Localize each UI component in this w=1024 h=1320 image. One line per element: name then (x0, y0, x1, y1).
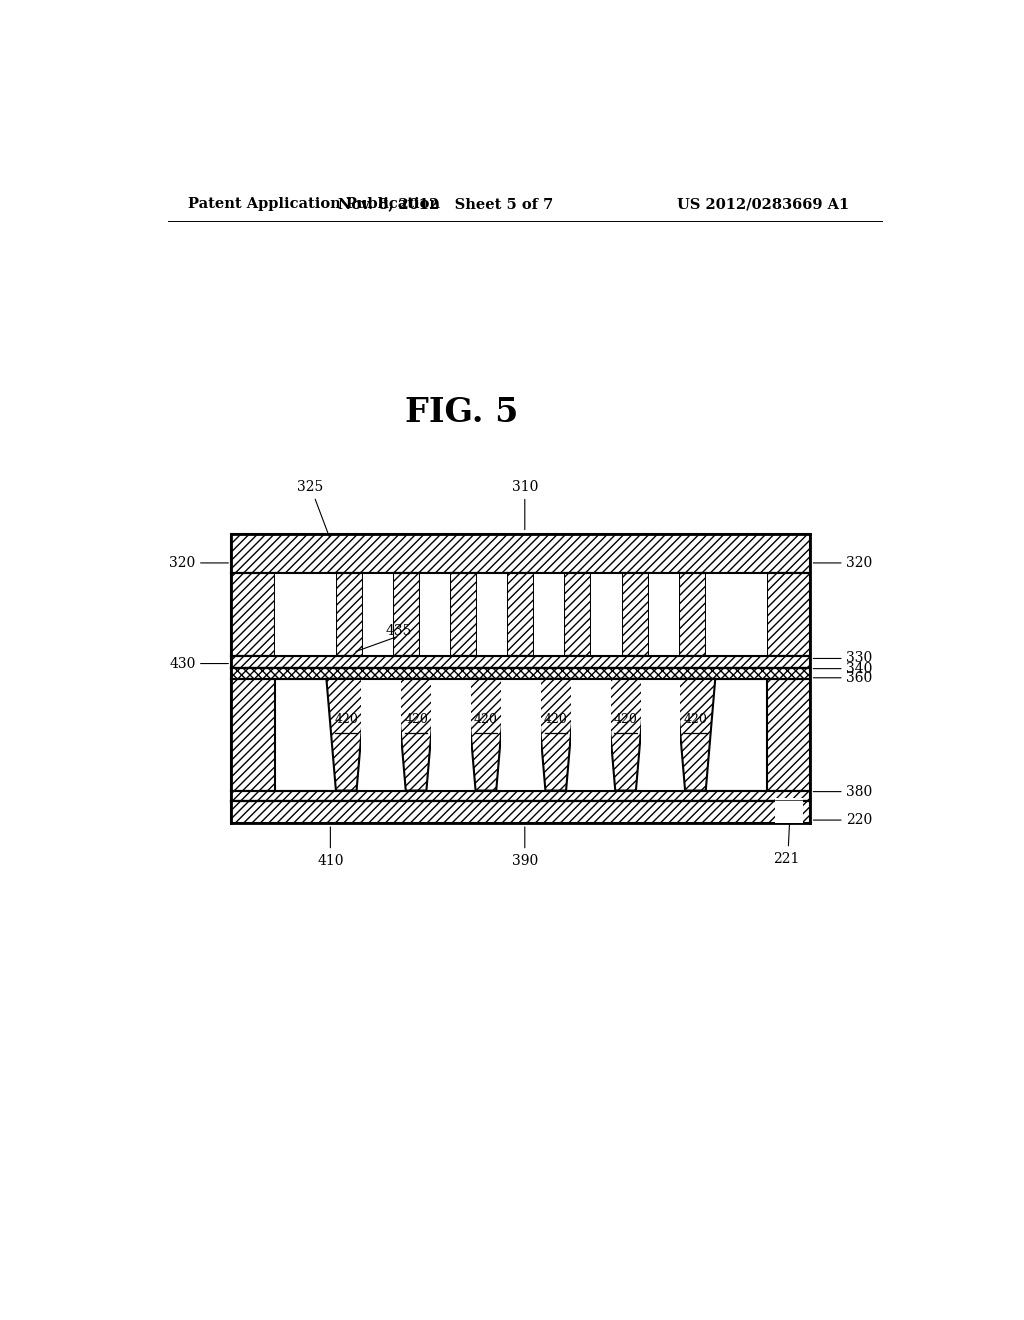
Text: 420: 420 (613, 713, 638, 726)
Bar (231, 656, 811, 668)
Bar (535, 573, 564, 656)
Text: 220: 220 (846, 813, 872, 828)
Text: US 2012/0283669 A1: US 2012/0283669 A1 (677, 197, 849, 211)
Bar (231, 801, 811, 824)
Polygon shape (676, 678, 715, 791)
Bar (231, 573, 274, 656)
Text: 390: 390 (512, 854, 538, 867)
Bar (679, 573, 706, 656)
Polygon shape (466, 678, 506, 791)
Bar (775, 797, 803, 824)
Bar (570, 678, 610, 791)
Text: 430: 430 (169, 656, 196, 671)
Text: 320: 320 (169, 556, 196, 570)
Bar (501, 678, 541, 791)
Bar (231, 791, 811, 801)
Text: 380: 380 (846, 784, 872, 799)
Text: 420: 420 (474, 713, 498, 726)
Bar (420, 573, 451, 656)
Text: 221: 221 (773, 851, 800, 866)
Text: Nov. 8, 2012   Sheet 5 of 7: Nov. 8, 2012 Sheet 5 of 7 (338, 197, 553, 211)
Bar (431, 678, 471, 791)
Text: 420: 420 (404, 713, 428, 726)
Text: FIG. 5: FIG. 5 (404, 396, 518, 429)
Bar (361, 678, 401, 791)
Bar (336, 573, 362, 656)
Bar (648, 573, 679, 656)
Text: 320: 320 (846, 556, 872, 570)
Text: 435: 435 (385, 624, 412, 638)
Polygon shape (396, 678, 436, 791)
Polygon shape (536, 678, 575, 791)
Bar (641, 678, 680, 791)
Text: 420: 420 (334, 713, 358, 726)
Text: 310: 310 (512, 479, 538, 529)
Bar (477, 573, 507, 656)
Bar (706, 573, 767, 656)
Bar (592, 573, 622, 656)
Bar (507, 573, 535, 656)
Bar (231, 668, 811, 678)
Text: 360: 360 (846, 671, 872, 685)
Text: 325: 325 (297, 479, 330, 537)
Bar (274, 573, 336, 656)
Text: 410: 410 (317, 854, 344, 867)
Text: 330: 330 (846, 652, 872, 665)
Polygon shape (327, 678, 367, 791)
Polygon shape (606, 678, 645, 791)
Bar (393, 573, 420, 656)
Bar (767, 678, 811, 791)
Bar (362, 573, 393, 656)
Bar (451, 573, 477, 656)
Bar (564, 573, 592, 656)
Text: 420: 420 (544, 713, 567, 726)
Bar (231, 535, 811, 573)
Bar (231, 678, 274, 791)
Text: 420: 420 (683, 713, 708, 726)
Text: Patent Application Publication: Patent Application Publication (187, 197, 439, 211)
Bar (767, 573, 811, 656)
Text: 340: 340 (846, 661, 872, 676)
Bar (622, 573, 648, 656)
